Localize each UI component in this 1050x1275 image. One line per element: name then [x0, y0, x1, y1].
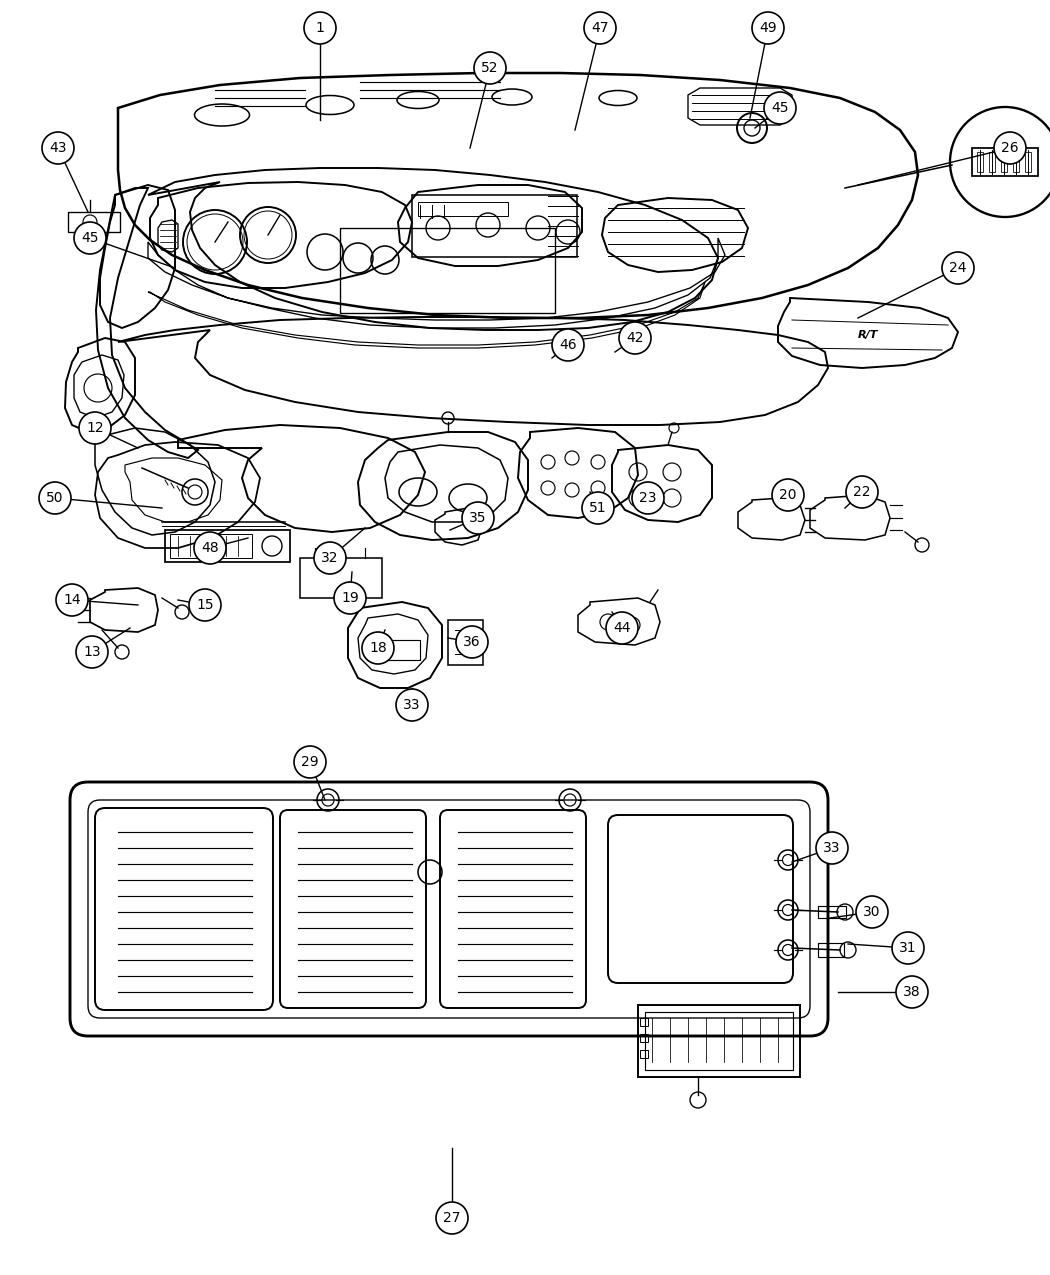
Text: 29: 29: [301, 755, 319, 769]
Text: 46: 46: [560, 338, 576, 352]
Circle shape: [304, 11, 336, 45]
Text: 47: 47: [591, 20, 609, 34]
Text: 35: 35: [469, 511, 487, 525]
Circle shape: [582, 492, 614, 524]
Text: 24: 24: [949, 261, 967, 275]
Circle shape: [552, 329, 584, 361]
Bar: [640, 1051, 648, 1058]
Circle shape: [816, 833, 848, 864]
Circle shape: [194, 532, 226, 564]
Circle shape: [396, 688, 428, 720]
Circle shape: [294, 746, 325, 778]
Bar: [412, 195, 578, 258]
Text: 33: 33: [403, 697, 421, 711]
Circle shape: [56, 584, 88, 616]
Circle shape: [462, 502, 493, 534]
Bar: [638, 1005, 800, 1077]
Circle shape: [584, 11, 616, 45]
Text: 26: 26: [1002, 142, 1018, 156]
Bar: [818, 944, 844, 958]
Bar: [1001, 152, 1007, 172]
Bar: [989, 152, 995, 172]
Text: 31: 31: [899, 941, 917, 955]
Bar: [1013, 152, 1018, 172]
Bar: [640, 1017, 648, 1026]
Circle shape: [189, 589, 220, 621]
Text: 19: 19: [341, 592, 359, 606]
Text: 43: 43: [49, 142, 67, 156]
Text: 12: 12: [86, 421, 104, 435]
Text: 44: 44: [613, 621, 631, 635]
Circle shape: [896, 975, 928, 1009]
Circle shape: [74, 222, 106, 254]
Text: 14: 14: [63, 593, 81, 607]
Text: 30: 30: [863, 905, 881, 919]
Text: 18: 18: [370, 641, 386, 655]
Circle shape: [436, 1202, 468, 1234]
Text: 52: 52: [481, 61, 499, 75]
Circle shape: [892, 932, 924, 964]
Circle shape: [606, 612, 638, 644]
Text: 45: 45: [81, 231, 99, 245]
Circle shape: [752, 11, 784, 45]
Bar: [375, 640, 420, 660]
Bar: [640, 1034, 648, 1042]
Text: 33: 33: [823, 842, 841, 856]
Text: 32: 32: [321, 551, 339, 565]
Text: 13: 13: [83, 645, 101, 659]
Text: 23: 23: [639, 491, 656, 505]
Circle shape: [314, 542, 346, 574]
Circle shape: [39, 482, 71, 514]
Bar: [170, 534, 252, 558]
Bar: [448, 620, 483, 666]
Text: R/T: R/T: [858, 330, 878, 340]
Bar: [300, 558, 382, 598]
Bar: [972, 148, 1038, 176]
Circle shape: [474, 52, 506, 84]
Bar: [645, 1012, 793, 1070]
Circle shape: [994, 133, 1026, 164]
Text: 36: 36: [463, 635, 481, 649]
Text: 22: 22: [854, 484, 870, 499]
Text: 45: 45: [772, 101, 789, 115]
Circle shape: [362, 632, 394, 664]
Bar: [818, 907, 846, 918]
Text: 15: 15: [196, 598, 214, 612]
Bar: [418, 201, 508, 215]
Circle shape: [620, 323, 651, 354]
Text: 51: 51: [589, 501, 607, 515]
Text: 27: 27: [443, 1211, 461, 1225]
Text: 48: 48: [202, 541, 218, 555]
Text: 49: 49: [759, 20, 777, 34]
Text: 38: 38: [903, 986, 921, 1000]
Bar: [165, 530, 290, 562]
Bar: [68, 212, 120, 232]
Circle shape: [334, 581, 366, 615]
Text: 42: 42: [626, 332, 644, 346]
Circle shape: [456, 626, 488, 658]
Circle shape: [856, 896, 888, 928]
Circle shape: [772, 479, 804, 511]
Bar: [340, 228, 555, 312]
Circle shape: [632, 482, 664, 514]
Circle shape: [764, 92, 796, 124]
Bar: [1025, 152, 1031, 172]
Bar: [976, 152, 983, 172]
Circle shape: [79, 412, 111, 444]
Circle shape: [42, 133, 74, 164]
Text: 50: 50: [46, 491, 64, 505]
Text: 1: 1: [316, 20, 324, 34]
Circle shape: [846, 476, 878, 507]
Circle shape: [76, 636, 108, 668]
Circle shape: [942, 252, 974, 284]
Text: 20: 20: [779, 488, 797, 502]
